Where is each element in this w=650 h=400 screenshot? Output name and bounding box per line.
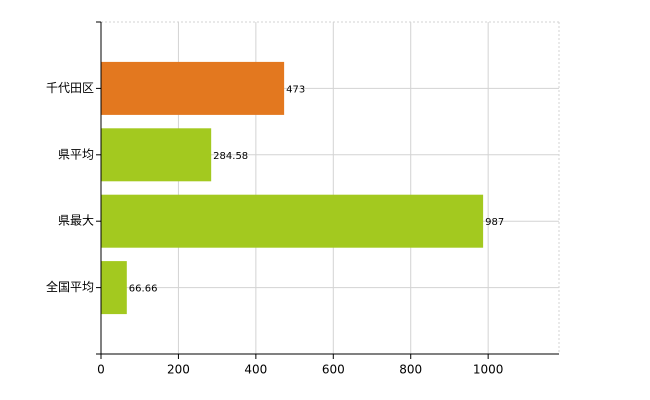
bar xyxy=(101,194,484,248)
value-label: 987 xyxy=(485,217,504,228)
value-label: 284.58 xyxy=(213,151,248,162)
y-tick-label: 全国平均 xyxy=(46,279,94,294)
x-tick-label: 200 xyxy=(167,363,190,377)
x-tick-label: 0 xyxy=(97,363,105,377)
bar xyxy=(101,61,285,115)
value-label: 66.66 xyxy=(129,284,158,295)
x-tick-label: 600 xyxy=(322,363,345,377)
y-tick-label: 千代田区 xyxy=(46,81,94,95)
y-tick-label: 県平均 xyxy=(58,147,94,161)
y-tick-label: 県最大 xyxy=(58,214,94,228)
x-tick-label: 400 xyxy=(244,363,267,377)
x-tick-label: 800 xyxy=(399,363,422,377)
value-label: 473 xyxy=(286,84,305,95)
bar xyxy=(101,261,127,315)
bar xyxy=(101,128,212,182)
x-tick-label: 1000 xyxy=(473,363,504,377)
